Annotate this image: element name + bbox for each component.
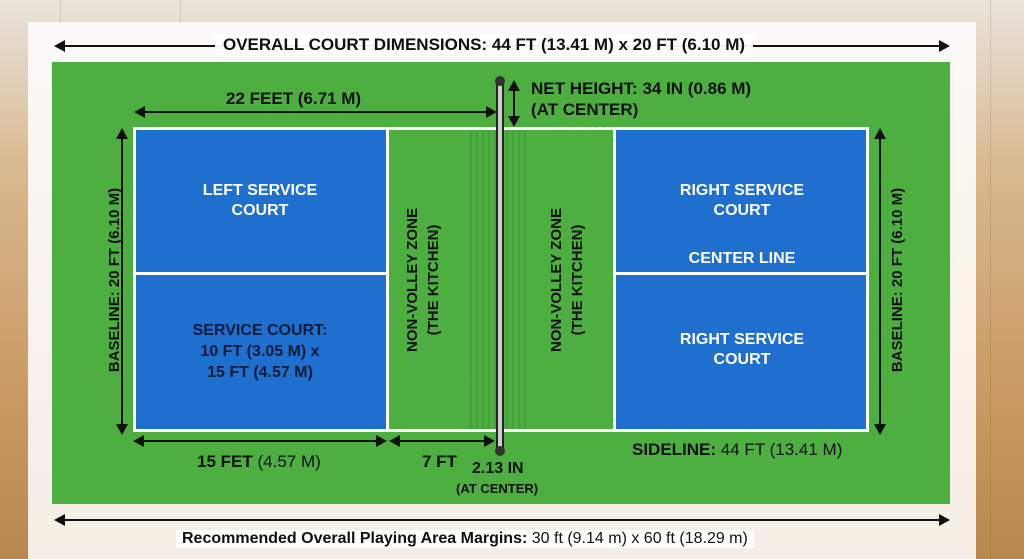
service-length-bold: 15 FET (197, 452, 253, 471)
right-service-bottom-line2: COURT (713, 351, 771, 368)
floor-plank (990, 0, 991, 559)
right-service-court-bottom (613, 272, 869, 432)
half-length-label: 22 FEET (6.71 M) (226, 89, 362, 108)
baseline-left-label: BASELINE: 20 FT (6.10 M) (106, 187, 123, 373)
net-height-label: NET HEIGHT: 34 IN (0.86 M) (531, 79, 752, 98)
left-service-court-lower (133, 272, 389, 432)
net-height-arrow (513, 88, 515, 118)
kitchen-right-label-line2: (THE KITCHEN) (569, 224, 586, 336)
service-length-arrow (141, 440, 379, 442)
baseline-left-arrow (121, 136, 123, 426)
kitchen-left-label: NON-VOLLEY ZONE (THE KITCHEN) (402, 170, 444, 390)
sideline-bold: SIDELINE: (632, 440, 717, 459)
sideline-label: SIDELINE: 44 FT (13.41 M) (632, 440, 842, 460)
overall-dimensions-label: OVERALL COURT DIMENSIONS: 44 FT (13.41 M… (215, 35, 754, 55)
kitchen-left-label-line2: (THE KITCHEN) (425, 224, 442, 336)
margins-normal: 30 ft (9.14 m) x 60 ft (18.29 m) (531, 530, 748, 547)
baseline-right-arrow (879, 136, 881, 426)
arrowhead-left-icon (54, 514, 65, 526)
arrowhead-up-icon (116, 128, 128, 139)
net (496, 80, 504, 452)
margins-arrow (62, 519, 940, 521)
right-service-court-top (613, 127, 869, 275)
kitchen-left-label-line1: NON-VOLLEY ZONE (404, 208, 421, 352)
arrowhead-down-icon (116, 424, 128, 435)
service-court-dims-line1: SERVICE COURT: (192, 322, 328, 339)
service-court-dims-line3: 15 FT (4.57 M) (207, 364, 313, 381)
margins-bold: Recommended Overall Playing Area Margins… (182, 530, 528, 547)
kitchen-right-label-line1: NON-VOLLEY ZONE (548, 208, 565, 352)
kitchen-depth-label: 7 FT (422, 452, 457, 471)
arrowhead-down-icon (508, 116, 520, 127)
left-service-court-label: LEFT SERVICE COURT (140, 181, 380, 221)
half-length-arrow (142, 111, 492, 113)
kitchen-depth-arrow (397, 440, 489, 442)
arrowhead-right-icon (939, 514, 950, 526)
arrowhead-down-icon (874, 424, 886, 435)
arrowhead-right-icon (939, 40, 950, 52)
net-height-note: (AT CENTER) (531, 100, 639, 119)
right-service-top-line2: COURT (713, 202, 771, 219)
arrowhead-left-icon (134, 106, 145, 118)
service-court-dims-label: SERVICE COURT: 10 FT (3.05 M) x 15 FT (4… (140, 320, 380, 383)
service-court-dims-line2: 10 FT (3.05 M) x (200, 343, 320, 360)
post-measure-label: 2.13 IN (472, 460, 524, 477)
center-line-label: CENTER LINE (688, 250, 796, 267)
service-length-normal: (4.57 M) (257, 452, 321, 471)
arrowhead-right-icon (486, 106, 497, 118)
kitchen-right-label: NON-VOLLEY ZONE (THE KITCHEN) (546, 170, 588, 390)
left-service-court-label-line2: COURT (231, 202, 289, 219)
service-length-label: 15 FET (4.57 M) (197, 452, 321, 472)
arrowhead-up-icon (874, 128, 886, 139)
left-service-court (133, 127, 389, 275)
arrowhead-left-icon (389, 435, 400, 447)
arrowhead-right-icon (376, 435, 387, 447)
baseline-right-label: BASELINE: 20 FT (6.10 M) (889, 187, 906, 373)
net-post-top-icon (495, 76, 505, 86)
arrowhead-up-icon (508, 80, 520, 91)
right-service-court-top-label: RIGHT SERVICE COURT (622, 181, 862, 221)
right-service-bottom-line1: RIGHT SERVICE (679, 331, 805, 348)
arrowhead-left-icon (54, 40, 65, 52)
right-service-top-line1: RIGHT SERVICE (679, 182, 805, 199)
net-post-bottom-icon (495, 446, 505, 456)
arrowhead-right-icon (484, 435, 495, 447)
sideline-normal: 44 FT (13.41 M) (720, 440, 843, 459)
right-service-court-bottom-label: RIGHT SERVICE COURT (622, 330, 862, 370)
left-service-court-label-line1: LEFT SERVICE (202, 182, 318, 199)
margins-label: Recommended Overall Playing Area Margins… (176, 530, 754, 548)
post-measure-note: (AT CENTER) (456, 481, 539, 496)
arrowhead-left-icon (133, 435, 144, 447)
